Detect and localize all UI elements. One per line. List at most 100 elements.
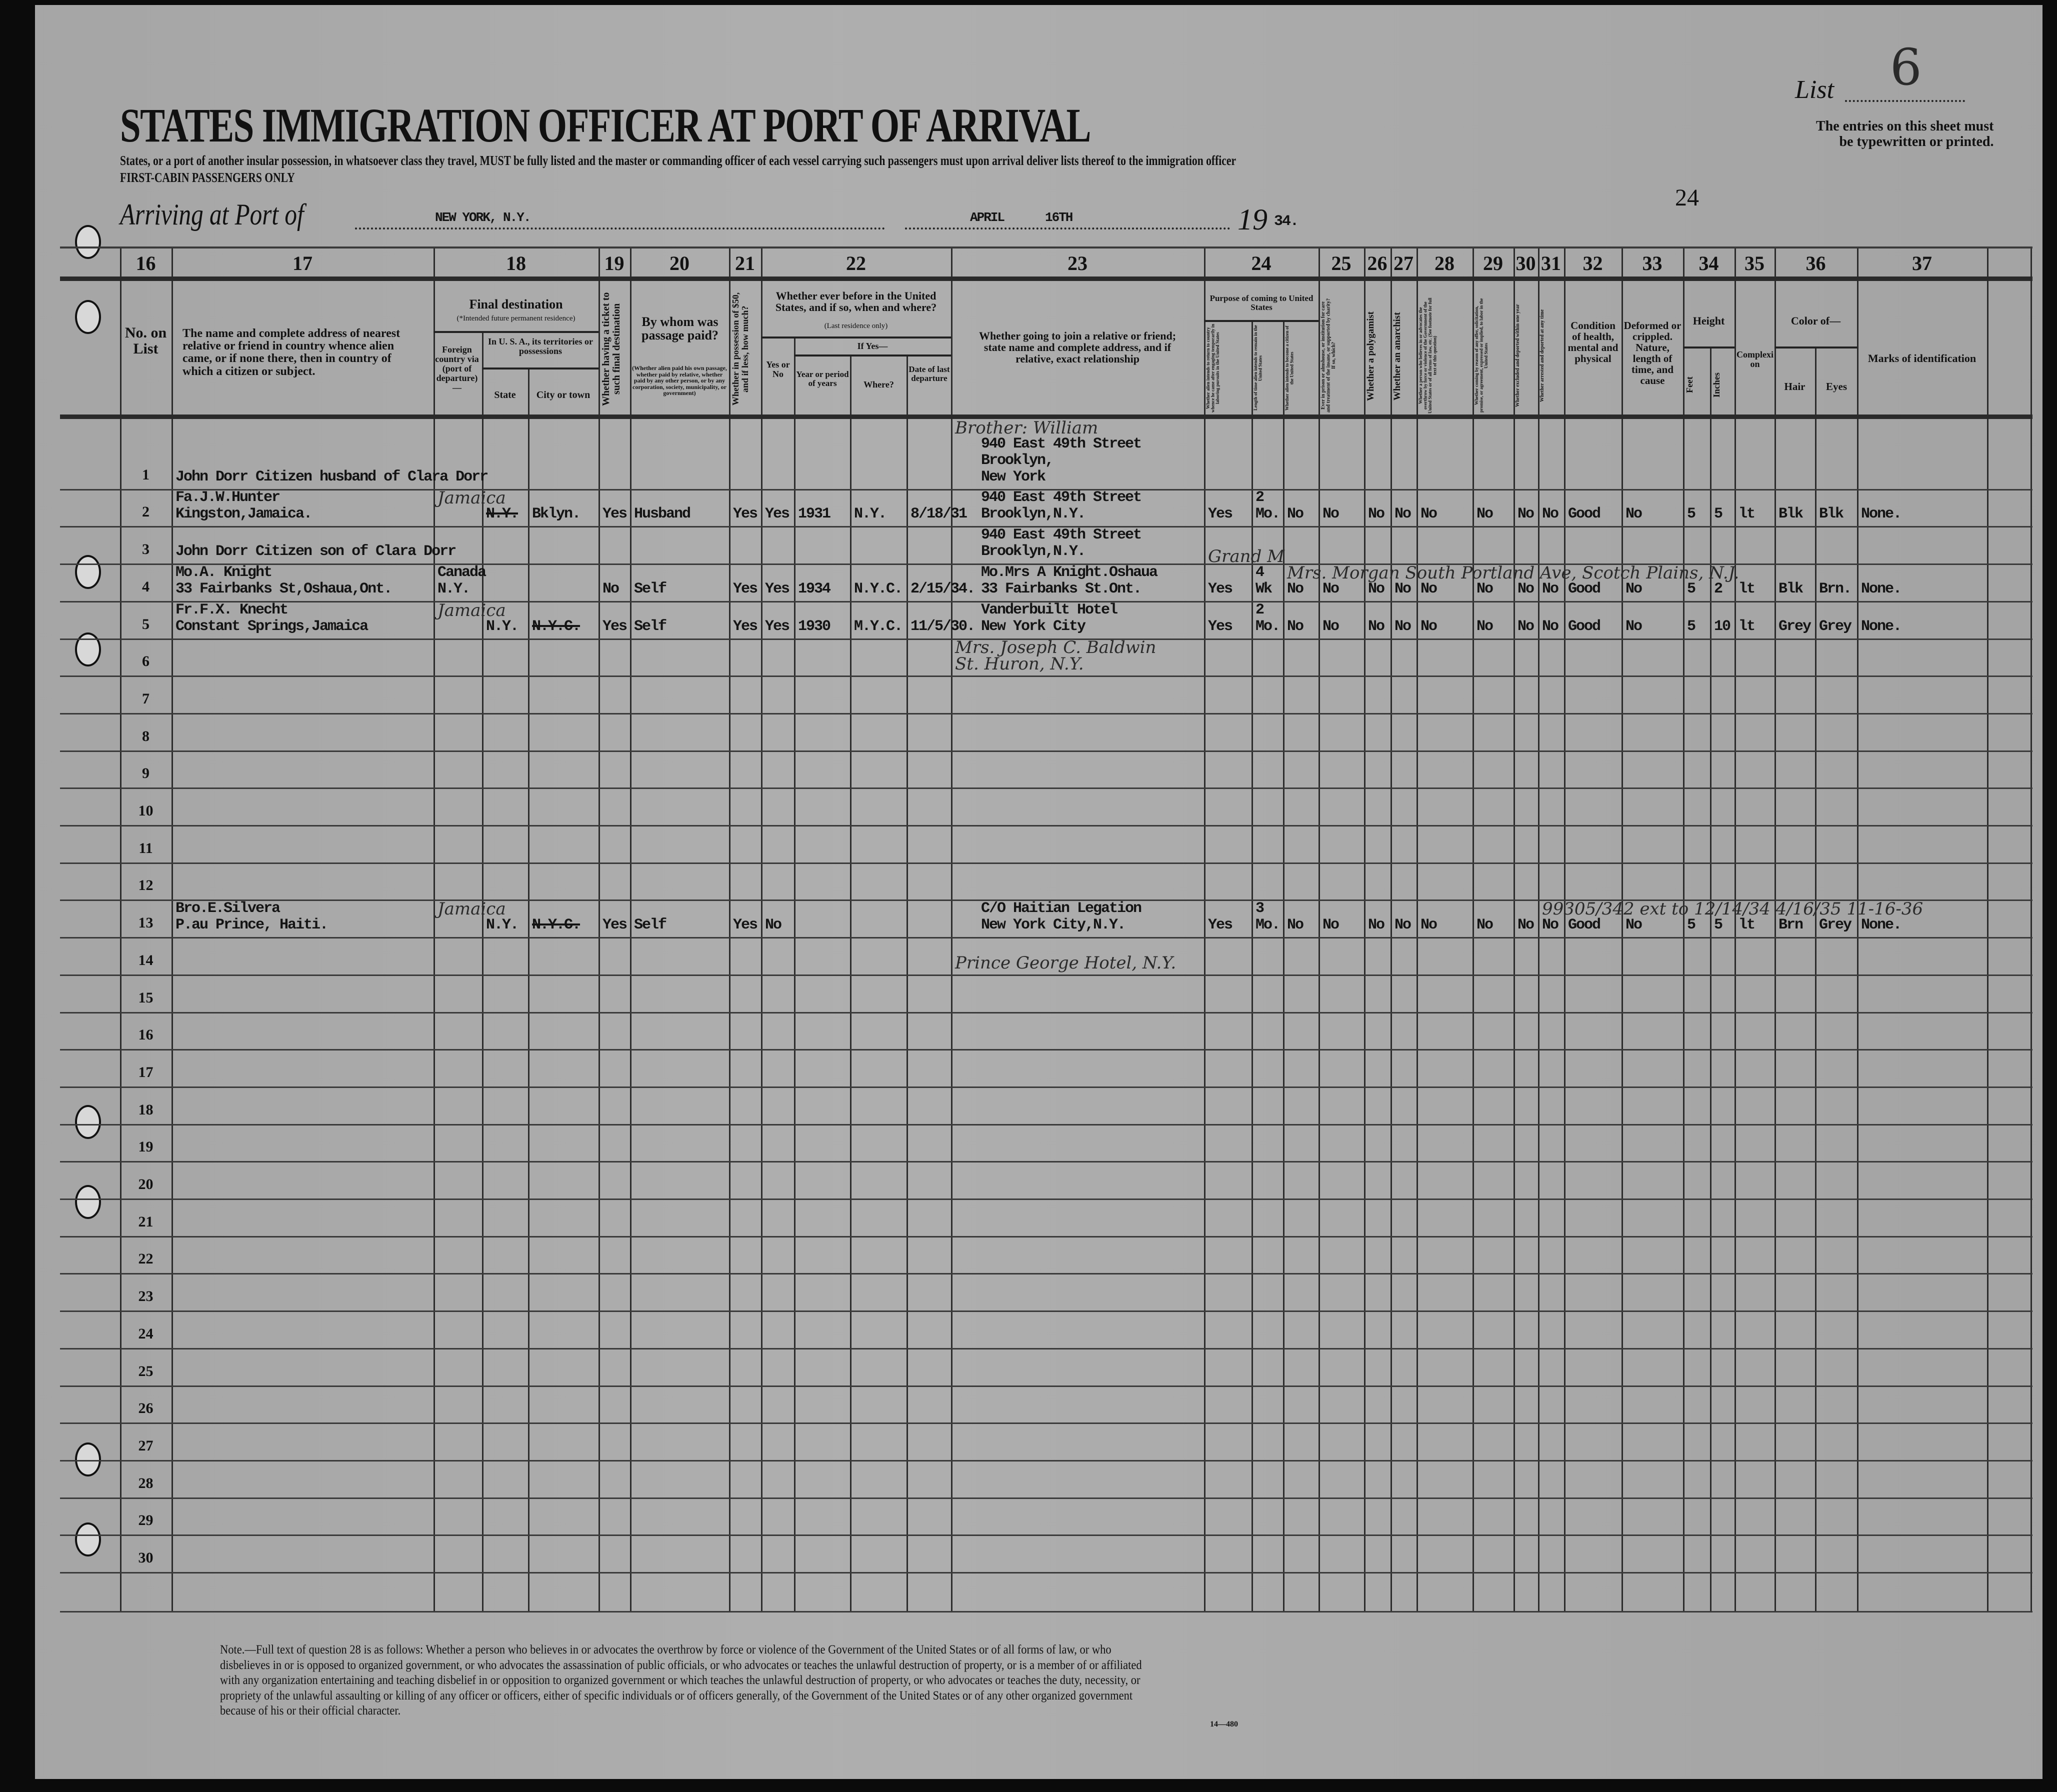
typed-entry-c35: lt bbox=[1738, 580, 1756, 598]
typed-entry-c31: No bbox=[1542, 580, 1559, 598]
row-number: 4 bbox=[142, 578, 150, 595]
typed-entry-c27: No bbox=[1394, 916, 1412, 934]
typed-entry-c24b: Wk bbox=[1256, 580, 1272, 598]
typed-entry-inches: 5 bbox=[1714, 506, 1723, 522]
row-rule bbox=[60, 1498, 2032, 1499]
footnote: Note.—Full text of question 28 is as fol… bbox=[220, 1643, 1142, 1718]
column-rule bbox=[1472, 246, 1474, 1611]
row-number: 8 bbox=[142, 728, 150, 744]
arriving-label: Arriving at Port of bbox=[120, 198, 304, 231]
row-number: 7 bbox=[142, 690, 150, 707]
header-divider bbox=[761, 336, 951, 338]
header-feet: Feet bbox=[1684, 376, 1694, 393]
typed-entry-c30: No bbox=[1518, 916, 1534, 934]
binder-hole-icon bbox=[75, 300, 101, 334]
column-rule bbox=[850, 354, 852, 1611]
column-number-28: 28 bbox=[1434, 252, 1454, 274]
column-rule bbox=[1416, 246, 1418, 1611]
typed-entry-date: 11/5/30. bbox=[910, 618, 976, 635]
typed-entry-c23: New York City bbox=[981, 618, 1086, 635]
header-join-relative: Whether going to join a relative or frie… bbox=[978, 330, 1176, 366]
typed-entry-c23: Brooklyn, bbox=[981, 452, 1054, 469]
typed-entry-eyes: Blk bbox=[1819, 506, 1844, 522]
typed-entry-c29: No bbox=[1476, 506, 1494, 522]
handwritten-annotation: Grand M bbox=[1208, 546, 1284, 566]
row-number: 29 bbox=[138, 1512, 154, 1528]
header-divider bbox=[434, 331, 598, 333]
port-value: NEW YORK, N.Y. bbox=[435, 210, 531, 225]
header-divider bbox=[1683, 346, 1734, 348]
typed-entry-c32: Good bbox=[1568, 916, 1601, 934]
column-number-35: 35 bbox=[1744, 252, 1764, 274]
column-number-24: 24 bbox=[1251, 252, 1272, 274]
row-rule bbox=[60, 1086, 2032, 1088]
handwritten-annotation: Jamaica bbox=[438, 600, 506, 620]
typed-entry-state: N.Y. bbox=[486, 506, 519, 522]
typed-entry-c37: None. bbox=[1861, 916, 1902, 934]
row-number: 25 bbox=[138, 1363, 154, 1380]
row-rule bbox=[60, 788, 2032, 789]
row-rule bbox=[60, 1273, 2032, 1274]
row-number: 12 bbox=[138, 877, 154, 894]
typed-entry-c24a: Yes bbox=[1208, 618, 1233, 635]
list-number-line bbox=[1845, 100, 1965, 102]
entries-note-line: be typewritten or printed. bbox=[1839, 134, 1994, 150]
column-number-22: 22 bbox=[846, 252, 866, 274]
column-rule bbox=[1364, 246, 1366, 1611]
column-rule bbox=[1987, 246, 1988, 1611]
row-number: 18 bbox=[138, 1102, 154, 1118]
typed-entry-inches: 5 bbox=[1714, 916, 1723, 934]
column-rule bbox=[1514, 246, 1515, 1611]
header-number-rule bbox=[60, 276, 2032, 281]
typed-entry-c24b: 4 bbox=[1256, 564, 1264, 581]
instructions-text: States, or a port of another insular pos… bbox=[120, 153, 1236, 168]
binder-hole-icon bbox=[75, 555, 101, 589]
row-number: 24 bbox=[138, 1326, 154, 1342]
typed-entry-ticket: No bbox=[602, 580, 620, 598]
typed-entry-c24a: Yes bbox=[1208, 916, 1233, 934]
typed-entry-ticket: Yes bbox=[602, 916, 628, 934]
row-rule bbox=[60, 937, 2032, 938]
typed-entry-city: N.Y.C. bbox=[532, 618, 581, 635]
typed-entry-paid: Husband bbox=[634, 506, 691, 522]
header-final-destination: Final destination bbox=[469, 297, 563, 312]
typed-entry-c29: No bbox=[1476, 580, 1494, 598]
column-rule bbox=[951, 246, 952, 1611]
typed-entry-c21: Yes bbox=[733, 580, 758, 598]
typed-entry-state: N.Y. bbox=[486, 618, 519, 635]
typed-entry-c23: Brooklyn,N.Y. bbox=[981, 543, 1086, 560]
header-deformed: Deformed or crippled. Nature, length of … bbox=[1624, 320, 1682, 387]
row-rule bbox=[60, 862, 2032, 864]
column-rule bbox=[1710, 346, 1712, 1611]
binder-hole-icon bbox=[75, 225, 101, 259]
row-number: 9 bbox=[142, 765, 150, 782]
handwritten-annotation: Mrs. Morgan South Portland Ave, Scotch P… bbox=[1287, 563, 1740, 583]
typed-entry-ticket: Yes bbox=[602, 618, 628, 635]
handwritten-annotation: Mrs. Joseph C. Baldwin bbox=[955, 638, 1156, 658]
port-line bbox=[355, 228, 885, 230]
header-labor-offer: Whether coming by reason of any offer, s… bbox=[1474, 298, 1488, 413]
handwritten-annotation: Jamaica bbox=[438, 488, 506, 508]
typed-entry-c35: lt bbox=[1738, 916, 1756, 934]
typed-entry-rel: John Dorr Citizen husband of Clara Dorr bbox=[176, 468, 488, 486]
row-rule bbox=[60, 713, 2032, 714]
typed-entry-c35: lt bbox=[1738, 506, 1756, 522]
row-number: 11 bbox=[138, 840, 153, 856]
typed-entry-c23: New York bbox=[981, 468, 1046, 486]
column-rule bbox=[729, 246, 730, 1611]
typed-entry-c29: No bbox=[1476, 916, 1494, 934]
header-arrested: Whether arrested and deported at any tim… bbox=[1540, 309, 1545, 402]
typed-entry-date: 2/15/34. bbox=[910, 580, 976, 598]
header-date-departure: Date of last departure bbox=[908, 364, 950, 383]
column-rule bbox=[1283, 320, 1284, 1611]
class-line: FIRST-CABIN PASSENGERS ONLY bbox=[120, 170, 295, 185]
page-mark: 24 bbox=[1675, 184, 1699, 211]
typed-entry-c21: Yes bbox=[733, 916, 758, 934]
column-rule bbox=[1774, 246, 1776, 1611]
column-rule bbox=[1318, 246, 1320, 1611]
row-rule bbox=[60, 1348, 2032, 1350]
column-rule bbox=[906, 354, 908, 1611]
handwritten-annotation: Jamaica bbox=[438, 899, 506, 919]
handwritten-annotation: Brother: William bbox=[955, 418, 1098, 438]
typed-entry-c33: No bbox=[1626, 916, 1642, 934]
